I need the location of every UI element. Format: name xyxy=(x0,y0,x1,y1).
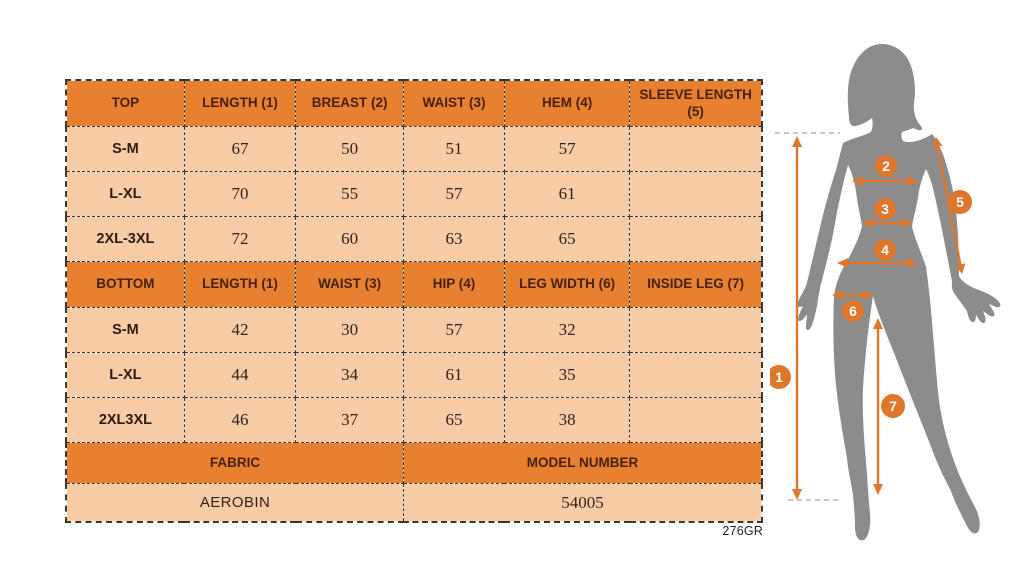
value-cell: 37 xyxy=(295,397,405,443)
measurement-figure: 1 2 3 4 5 6 7 xyxy=(767,30,1020,570)
svg-text:5: 5 xyxy=(956,194,964,210)
header-cell-length: LENGTH (1) xyxy=(183,79,297,127)
header-cell-breast: BREAST (2) xyxy=(295,79,405,127)
measure-arrow-1 xyxy=(792,136,802,500)
weight-footnote: 276GR xyxy=(722,524,763,538)
value-cell xyxy=(629,216,763,262)
measure-arrow-2 xyxy=(852,176,918,186)
measure-arrow-3 xyxy=(862,218,913,228)
value-cell: 60 xyxy=(295,216,405,262)
size-cell: 2XL3XL xyxy=(65,397,185,443)
table-row: 2XL-3XL 72 60 63 65 xyxy=(65,216,763,262)
footer-header-row: FABRIC MODEL NUMBER xyxy=(65,442,763,484)
fabric-value: AEROBIN xyxy=(65,483,405,523)
value-cell: 38 xyxy=(503,397,631,443)
value-cell xyxy=(629,307,763,353)
value-cell: 51 xyxy=(403,126,505,172)
value-cell: 50 xyxy=(295,126,405,172)
marker-circle-3: 3 xyxy=(874,198,896,220)
value-cell: 61 xyxy=(403,352,505,398)
model-number-label: MODEL NUMBER xyxy=(403,442,763,484)
header-cell-bottom: BOTTOM xyxy=(65,261,185,308)
marker-circle-7: 7 xyxy=(881,394,905,418)
woman-silhouette xyxy=(797,44,1001,541)
header-cell-top: TOP xyxy=(65,79,185,127)
measure-arrow-6 xyxy=(832,290,873,300)
figure-svg: 1 2 3 4 5 6 7 xyxy=(767,44,1001,541)
value-cell: 42 xyxy=(183,307,297,353)
value-cell xyxy=(629,397,763,443)
value-cell: 30 xyxy=(295,307,405,353)
size-cell: S-M xyxy=(65,126,185,172)
header-cell-hem: HEM (4) xyxy=(503,79,631,127)
size-cell: L-XL xyxy=(65,352,185,398)
size-cell: L-XL xyxy=(65,171,185,217)
header-cell-waist: WAIST (3) xyxy=(403,79,505,127)
value-cell: 44 xyxy=(183,352,297,398)
value-cell: 72 xyxy=(183,216,297,262)
value-cell: 65 xyxy=(403,397,505,443)
svg-text:1: 1 xyxy=(775,369,783,385)
marker-circle-2: 2 xyxy=(875,155,897,177)
header-cell-leg-width: LEG WIDTH (6) xyxy=(503,261,631,308)
footer-value-row: AEROBIN 54005 xyxy=(65,483,763,523)
value-cell xyxy=(629,171,763,217)
bottom-header-row: BOTTOM LENGTH (1) WAIST (3) HIP (4) LEG … xyxy=(65,261,763,308)
table-row: 2XL3XL 46 37 65 38 xyxy=(65,397,763,443)
value-cell: 67 xyxy=(183,126,297,172)
model-number-value: 54005 xyxy=(403,483,763,523)
header-cell-length: LENGTH (1) xyxy=(183,261,297,308)
header-cell-hip: HIP (4) xyxy=(403,261,505,308)
header-cell-waist: WAIST (3) xyxy=(295,261,405,308)
value-cell: 57 xyxy=(403,171,505,217)
header-cell-sleeve-length: SLEEVE LENGTH (5) xyxy=(629,79,763,127)
value-cell: 61 xyxy=(503,171,631,217)
svg-text:3: 3 xyxy=(881,201,889,217)
table-row: S-M 67 50 51 57 xyxy=(65,126,763,172)
svg-text:7: 7 xyxy=(889,398,897,414)
svg-text:2: 2 xyxy=(882,158,890,174)
size-cell: 2XL-3XL xyxy=(65,216,185,262)
fabric-label: FABRIC xyxy=(65,442,405,484)
top-header-row: TOP LENGTH (1) BREAST (2) WAIST (3) HEM … xyxy=(65,79,763,127)
marker-circle-1: 1 xyxy=(767,365,791,389)
table-row: S-M 42 30 57 32 xyxy=(65,307,763,353)
measure-arrow-7 xyxy=(873,318,883,495)
value-cell: 70 xyxy=(183,171,297,217)
value-cell: 57 xyxy=(403,307,505,353)
size-chart: TOP LENGTH (1) BREAST (2) WAIST (3) HEM … xyxy=(65,79,763,523)
value-cell: 34 xyxy=(295,352,405,398)
measure-arrow-4 xyxy=(837,258,918,268)
marker-circle-5: 5 xyxy=(948,190,972,214)
value-cell: 65 xyxy=(503,216,631,262)
value-cell: 46 xyxy=(183,397,297,443)
value-cell xyxy=(629,352,763,398)
marker-circle-4: 4 xyxy=(874,239,896,261)
value-cell: 35 xyxy=(503,352,631,398)
table-row: L-XL 70 55 57 61 xyxy=(65,171,763,217)
value-cell: 63 xyxy=(403,216,505,262)
size-cell: S-M xyxy=(65,307,185,353)
table-row: L-XL 44 34 61 35 xyxy=(65,352,763,398)
value-cell xyxy=(629,126,763,172)
marker-circle-6: 6 xyxy=(842,300,864,322)
value-cell: 57 xyxy=(503,126,631,172)
value-cell: 32 xyxy=(503,307,631,353)
size-chart-table: TOP LENGTH (1) BREAST (2) WAIST (3) HEM … xyxy=(65,79,763,523)
svg-text:4: 4 xyxy=(881,242,889,258)
svg-text:6: 6 xyxy=(849,303,857,319)
header-cell-inside-leg: INSIDE LEG (7) xyxy=(629,261,763,308)
value-cell: 55 xyxy=(295,171,405,217)
